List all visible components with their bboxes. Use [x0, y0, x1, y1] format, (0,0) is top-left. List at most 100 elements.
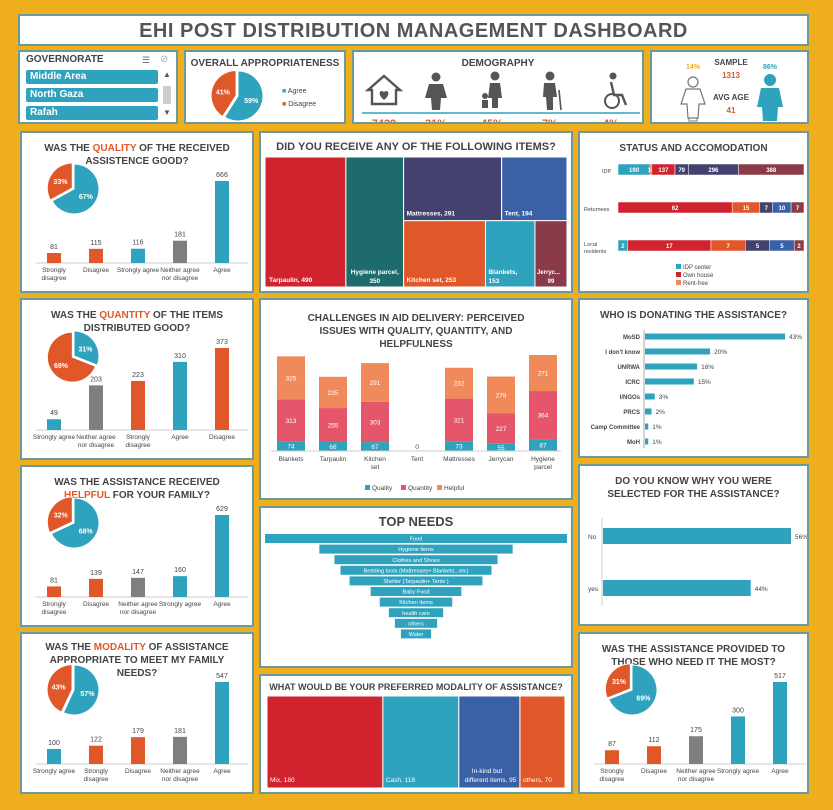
status-legend-label-2: Rent-free — [683, 281, 709, 287]
helpful-bar-4 — [215, 515, 229, 597]
status-bar-label-0-4: 296 — [708, 168, 719, 174]
female-icon — [687, 76, 699, 88]
challenges-legend-swatch-2 — [437, 485, 442, 490]
helpful-panel: WAS THE ASSISTANCE RECEIVED HELPFUL FOR … — [20, 465, 254, 627]
quantity-bar-3 — [173, 361, 187, 430]
slicer-item-rafah[interactable]: Rafah — [26, 106, 158, 120]
quality-bar-label-4: 666 — [216, 172, 228, 179]
scroll-up-icon[interactable]: ▲ — [163, 70, 171, 79]
pref-label-2a: In-kind but — [472, 768, 503, 775]
demography-value-3: 7% — [542, 118, 558, 124]
needs-bar-5 — [370, 587, 462, 596]
elderly-icon — [545, 71, 555, 81]
quality-pie-slice-0 — [51, 163, 100, 215]
slicer-item-middle-area[interactable]: Middle Area — [26, 70, 158, 84]
challenges-bar-2-2 — [361, 363, 389, 402]
status-bar-label-2-5: 2 — [797, 244, 801, 250]
multi-select-icon[interactable]: ☰ — [142, 55, 151, 65]
modality_q-tick-1-line-0: Strongly — [84, 768, 109, 775]
need_most-tick-4-line-0: Agree — [771, 768, 789, 775]
donors-tick-2: UNRWA — [617, 365, 640, 371]
donors-value-0: 43% — [789, 334, 802, 341]
quality-bar-label-1: 115 — [90, 240, 101, 247]
modality_q-tick-0-line-0: Strongly agree — [33, 768, 76, 775]
need_most-tick-0-line-0: Strongly — [600, 768, 625, 775]
modality_q-bar-label-0: 100 — [48, 740, 60, 747]
quality-bar-2 — [131, 248, 145, 263]
challenges-legend-label-0: Quality — [372, 485, 393, 492]
items-label-5a: Blankets, — [488, 269, 517, 276]
items-cell-6 — [534, 220, 568, 288]
male-icon — [764, 74, 776, 86]
status-legend-swatch-2 — [676, 280, 681, 285]
selected-bar-0 — [603, 528, 791, 544]
status-legend-swatch-1 — [676, 272, 681, 277]
need-most-panel: WAS THE ASSISTANCE PROVIDED TO THOSE WHO… — [578, 632, 809, 794]
challenges-bar-2-0 — [361, 442, 389, 451]
modality_q-tick-3-line-0: Neither agree — [160, 768, 200, 775]
challenges-bar-label-2-2: 291 — [370, 380, 381, 387]
quality-tick-0-line-0: Strongly — [42, 267, 67, 274]
pref-modality-title: WHAT WOULD BE YOUR PREFERRED MODALITY OF… — [269, 682, 563, 692]
challenges-bar-label-5-1: 227 — [496, 426, 507, 433]
items-panel: DID YOU RECEIVE ANY OF THE FOLLOWING ITE… — [259, 131, 573, 293]
items-cell-3 — [403, 220, 486, 288]
donors-bar-4 — [645, 393, 655, 400]
woman-body-icon — [425, 84, 447, 110]
need_most-pie-slice-label-0: 69% — [636, 696, 651, 703]
status-bar-label-0-1: 10 — [648, 168, 655, 174]
modality_q-pie-slice-0 — [62, 664, 100, 716]
challenges-bar-0-1 — [277, 399, 305, 442]
house-icon — [364, 74, 404, 106]
slicer-item-north-gaza[interactable]: North Gaza — [26, 88, 158, 102]
items-cell-1 — [345, 156, 405, 288]
challenges-tick-5-line-0: Jerrycan — [489, 456, 514, 463]
sample-graphic: SAMPLE 1313 14% 86% AVG AGE 41 — [680, 58, 783, 122]
items-title: DID YOU RECEIVE ANY OF THE FOLLOWING ITE… — [276, 141, 556, 153]
status-bar-label-2-0: 2 — [621, 244, 625, 250]
modality_q-bar-label-1: 122 — [90, 737, 102, 744]
donors-bar-2 — [645, 363, 698, 370]
helpful-tick-2-line-0: Neither agree — [118, 601, 158, 608]
modality_q-bar-4 — [215, 682, 229, 764]
items-treemap: Tarpaulin, 490 Hygiene parcel, 350 Mattress… — [264, 156, 568, 288]
modality_q-pie-slice-label-1: 43% — [52, 685, 67, 692]
helpful-pie-slice-label-1: 32% — [54, 513, 69, 520]
challenges-bar-6-2 — [529, 355, 557, 392]
helpful-tick-2-line-1: nor disagree — [120, 609, 157, 616]
challenges-bar-label-2-0: 67 — [371, 444, 379, 451]
pref-modality-panel: WHAT WOULD BE YOUR PREFERRED MODALITY OF… — [259, 674, 573, 794]
quality-bar-label-3: 181 — [174, 232, 186, 239]
quality-pie-slice-1 — [46, 162, 73, 201]
legend-agree: ■ Agree — [282, 88, 307, 95]
quantity-bar-label-2: 223 — [132, 372, 144, 379]
child-icon — [490, 71, 500, 81]
need_most-pie-slice-1 — [604, 663, 631, 699]
helpful-bar-label-4: 629 — [216, 506, 228, 513]
donors-bar-6 — [645, 423, 649, 430]
cane-icon — [558, 89, 562, 111]
overall-pie-slice-label-0: 59% — [244, 98, 259, 105]
helpful-bar-label-2: 147 — [132, 569, 144, 576]
slicer-scrollbar[interactable]: ▲ ▼ — [163, 70, 173, 120]
need_most-bar-1 — [647, 746, 661, 764]
wheelchair-wheel-icon — [604, 93, 620, 109]
helpful-bar-label-3: 160 — [174, 567, 186, 574]
challenges-bar-label-1-2: 235 — [328, 390, 339, 397]
needs-label-8: others — [408, 621, 424, 627]
status-bar-label-2-1: 17 — [666, 244, 673, 250]
top-needs-panel: TOP NEEDS Food Hygiene items Clothes and S… — [259, 506, 573, 668]
needs-bar-0 — [265, 534, 567, 543]
needs-bar-8 — [394, 618, 438, 628]
scroll-down-icon[interactable]: ▼ — [163, 108, 171, 117]
overall-pie-chart: 59% 41% — [210, 69, 264, 122]
slicer-label: GOVERNORATE — [26, 54, 104, 65]
top-needs-funnel: Food Hygiene items Clothes and Shoes Beddin… — [265, 534, 567, 639]
scroll-thumb[interactable] — [163, 86, 171, 104]
quantity-bar-4 — [215, 348, 229, 430]
challenges-bar-label-6-2: 271 — [538, 371, 549, 378]
quantity-bar-label-3: 310 — [174, 353, 186, 360]
pref-modality-treemap: Mix, 180 Cash, 118 In-kind but different it… — [266, 695, 566, 789]
quantity-title: WAS THE QUANTITY OF THE ITEMS DISTRIBUTE… — [50, 310, 224, 334]
clear-filter-icon[interactable]: ⊘ — [160, 54, 169, 65]
